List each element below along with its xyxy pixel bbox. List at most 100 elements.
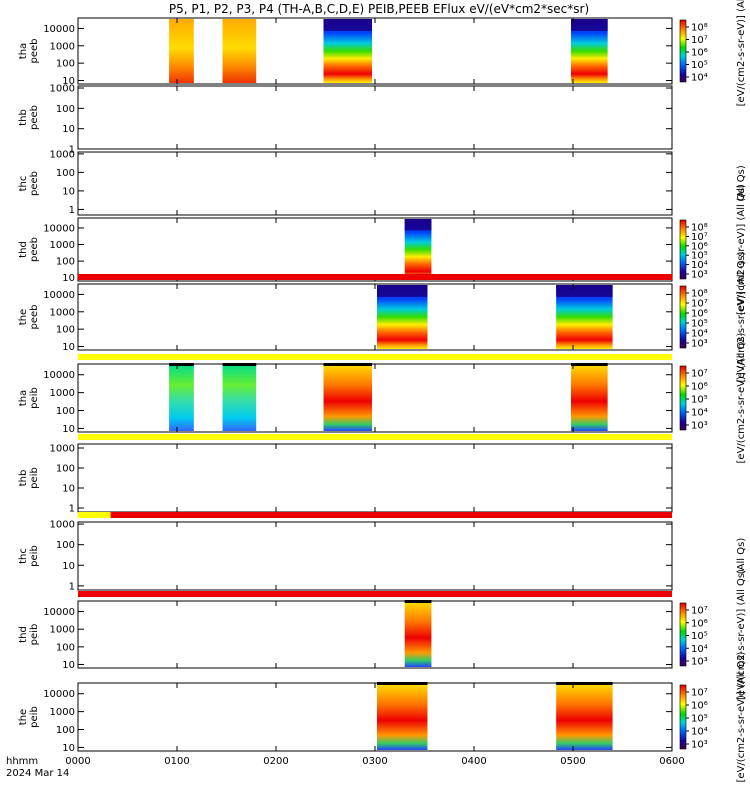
x-tick-label: 0200 — [263, 756, 288, 767]
colorbar-title: [eV/(cm2-s-sr-eV)] (All Qs) — [736, 184, 747, 315]
colorbar-label: 10⁶ — [691, 241, 708, 252]
colorbar-title: [eV/(cm2-s-sr-eV)] (All Qs) — [736, 332, 747, 463]
data-block — [404, 602, 432, 667]
panel-label: tha — [18, 43, 29, 59]
colorbar-label: 10³ — [691, 740, 708, 751]
panel-label: peeb — [29, 105, 40, 130]
y-tick-label: 1000 — [50, 240, 75, 251]
y-tick-label: 10 — [62, 424, 75, 435]
x-tick-label: 0300 — [362, 756, 387, 767]
y-tick-label: 1000 — [50, 307, 75, 318]
y-tick-label: 10 — [62, 273, 75, 284]
status-bar-yellow — [78, 512, 111, 518]
panel-frame — [77, 443, 673, 513]
panel-label: tha — [18, 390, 29, 406]
panel-label: thc — [18, 176, 29, 192]
panel-label: thd — [18, 241, 29, 258]
colorbar-label: 10⁵ — [691, 60, 708, 71]
colorbar-label: 10⁴ — [691, 644, 708, 655]
colorbar-title: (All Qs) — [736, 538, 747, 575]
y-tick-label: 10000 — [43, 290, 75, 301]
status-bar-red — [110, 512, 673, 518]
colorbar-label: 10⁷ — [691, 35, 708, 46]
panel-frame — [77, 600, 673, 669]
y-tick-label: 100 — [56, 168, 75, 179]
colorbar-title: [eV/(cm2-s-sr-eV)] (All Qs) — [736, 251, 747, 382]
y-tick-label: 10000 — [43, 607, 75, 618]
colorbar-label: 10³ — [691, 657, 708, 668]
panel-label: peeb — [29, 305, 40, 330]
panel-label: thc — [18, 548, 29, 564]
data-block — [222, 365, 257, 431]
y-tick-label: 1 — [69, 581, 75, 592]
y-tick-label: 10000 — [43, 223, 75, 234]
status-bar — [78, 274, 672, 280]
data-block — [556, 684, 613, 750]
colorbar-label: 10³ — [691, 421, 708, 432]
y-tick-label: 10000 — [43, 689, 75, 700]
colorbar-label: 10³ — [691, 270, 708, 281]
y-tick-label: 10 — [62, 342, 75, 353]
panel-label: peib — [29, 545, 40, 567]
data-block-top — [571, 19, 608, 31]
panel-thb-peib: 1000 100 10 1 thb peib — [18, 434, 673, 515]
y-tick-label: 100 — [56, 464, 75, 475]
status-bar — [78, 591, 672, 597]
colorbar-title: [eV/(cm2-s-sr-eV)] (All Qs) — [736, 651, 747, 782]
panel-frame — [77, 521, 673, 591]
panel-label: thd — [18, 626, 29, 643]
y-tick-label: 1 — [69, 504, 75, 515]
y-tick-label: 1000 — [50, 625, 75, 636]
data-block-top — [323, 19, 373, 31]
y-tick-label: 10 — [62, 76, 75, 87]
data-block-top — [556, 285, 613, 297]
data-block — [376, 684, 428, 750]
y-tick-label: 100 — [56, 325, 75, 336]
x-axis-date-label: 2024 Mar 14 — [6, 768, 69, 779]
panel-label: thb — [18, 109, 29, 126]
panel-thc-peeb: 1000 100 10 1 thc peeb (All Qs) — [18, 149, 747, 216]
y-tick-label: 1 — [69, 205, 75, 216]
colorbar-label: 10⁶ — [691, 618, 708, 629]
y-tick-label: 100 — [56, 59, 75, 70]
colorbar-label: 10⁶ — [691, 382, 708, 393]
y-tick-label: 1000 — [50, 520, 75, 531]
y-tick-label: 100 — [56, 642, 75, 653]
x-tick-label: 0000 — [65, 756, 90, 767]
x-tick-label: 0600 — [659, 756, 684, 767]
x-tick-label: 0100 — [164, 756, 189, 767]
panel-label: peib — [29, 467, 40, 489]
data-block — [169, 19, 194, 83]
y-tick-label: 100 — [56, 406, 75, 417]
colorbar-label: 10⁷ — [691, 369, 708, 380]
y-tick-label: 1 — [69, 145, 75, 156]
colorbar-label: 10⁸ — [691, 223, 708, 234]
data-block — [571, 365, 608, 431]
panel-thc-peib: 1000 100 10 1 thc peib (All Qs) — [18, 512, 747, 592]
y-tick-label: 10 — [62, 186, 75, 197]
panel-label: thb — [18, 470, 29, 487]
y-tick-label: 10 — [62, 561, 75, 572]
colorbar-label: 10⁸ — [691, 23, 708, 34]
data-block-top — [376, 285, 428, 297]
colorbar — [679, 602, 687, 667]
colorbar-label: 10⁴ — [691, 73, 708, 84]
colorbar-label: 10⁴ — [691, 727, 708, 738]
status-bar — [78, 354, 672, 360]
panel-thb-peeb: 1000 100 10 1 thb peeb — [18, 84, 673, 156]
status-bar — [78, 434, 672, 440]
colorbar-label: 10⁵ — [691, 319, 708, 330]
colorbar-label: 10⁷ — [691, 232, 708, 243]
colorbar-label: 10⁵ — [691, 631, 708, 642]
x-tick-label: 0400 — [461, 756, 486, 767]
colorbar-label: 10³ — [691, 339, 708, 350]
y-tick-label: 10 — [62, 660, 75, 671]
colorbar-label: 10⁶ — [691, 48, 708, 59]
colorbar — [679, 219, 687, 280]
